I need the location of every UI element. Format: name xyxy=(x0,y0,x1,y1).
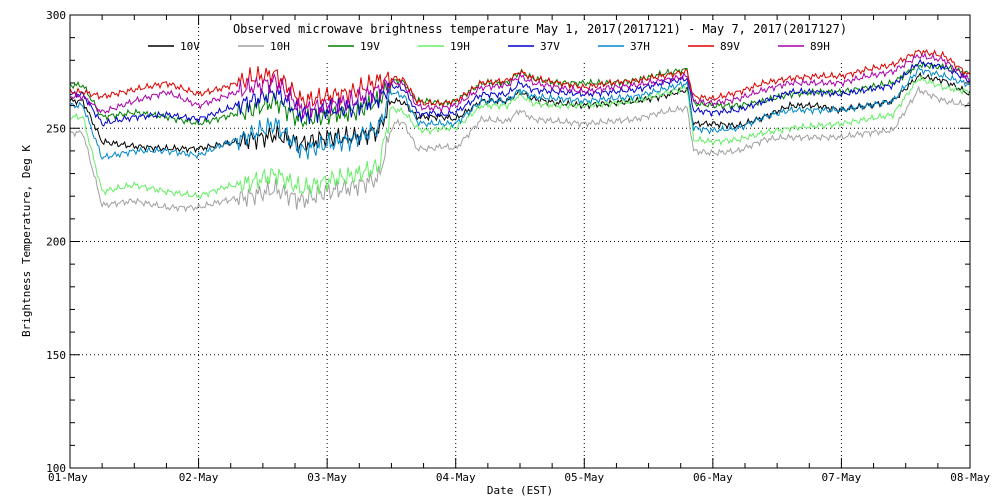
y-tick-labels: 100 150 200 250 300 xyxy=(46,9,66,475)
legend-label-89h: 89H xyxy=(810,40,830,53)
title-backdrop xyxy=(200,20,860,62)
x-tick-label: 06-May xyxy=(693,471,733,484)
x-tick-label: 07-May xyxy=(822,471,862,484)
x-axis-label: Date (EST) xyxy=(487,484,553,497)
legend-label-37h: 37H xyxy=(630,40,650,53)
y-tick-label: 300 xyxy=(46,9,66,22)
legend-label-10h: 10H xyxy=(270,40,290,53)
x-tick-label: 08-May xyxy=(950,471,990,484)
axis-ticks xyxy=(69,14,971,469)
x-tick-labels: 01-May 02-May 03-May 04-May 05-May 06-May 07-M… xyxy=(48,471,990,484)
x-tick-label: 02-May xyxy=(179,471,219,484)
series-line-37v xyxy=(69,58,971,127)
y-tick-label: 150 xyxy=(46,349,66,362)
legend-label-19v: 19V xyxy=(360,40,380,53)
y-axis-label: Brightness Temperature, Deg K xyxy=(20,145,33,337)
y-tick-label: 250 xyxy=(46,122,66,135)
legend-label-10v: 10V xyxy=(180,40,200,53)
x-tick-label: 01-May xyxy=(48,471,88,484)
series-line-10v xyxy=(69,71,971,154)
series-line-89h xyxy=(69,52,971,119)
chart-title: Observed microwave brightness temperatur… xyxy=(233,22,847,36)
series-lines xyxy=(69,48,971,213)
y-tick-label: 200 xyxy=(46,236,66,249)
y-tick-label: 100 xyxy=(46,462,66,475)
legend-label-89v: 89V xyxy=(720,40,740,53)
x-tick-label: 05-May xyxy=(564,471,604,484)
series-line-10h xyxy=(69,85,971,213)
series-line-37h xyxy=(69,66,971,161)
legend: 10V 10H 19V 19H 37V 37H 89V 89H xyxy=(148,40,830,53)
legend-label-37v: 37V xyxy=(540,40,560,53)
x-tick-label: 03-May xyxy=(307,471,347,484)
x-tick-label: 04-May xyxy=(436,471,476,484)
legend-label-19h: 19H xyxy=(450,40,470,53)
